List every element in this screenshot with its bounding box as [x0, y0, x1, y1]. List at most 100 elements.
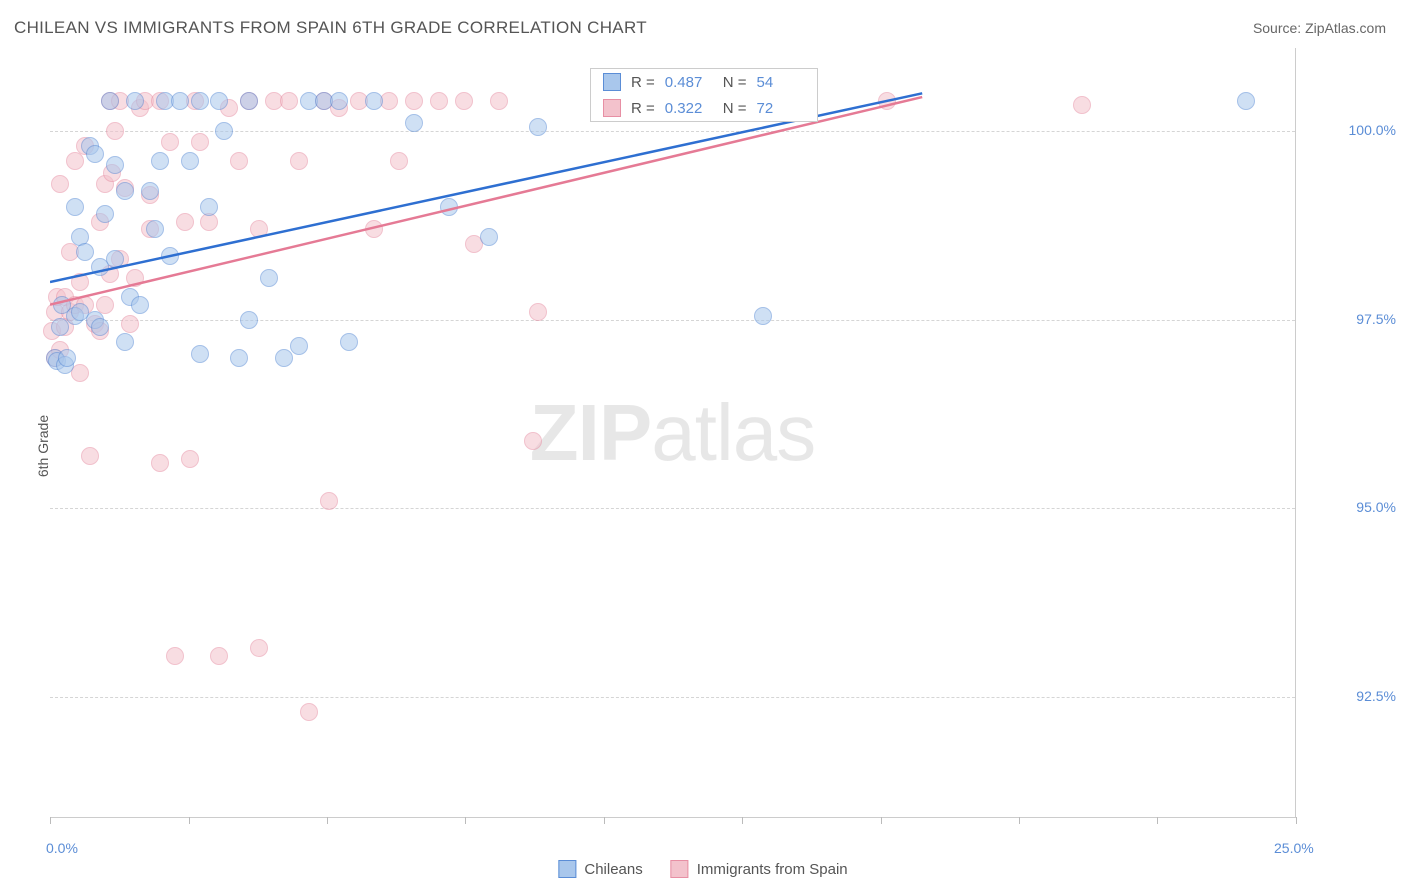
- scatter-point: [210, 92, 228, 110]
- scatter-point: [754, 307, 772, 325]
- scatter-point: [240, 311, 258, 329]
- chart-title: CHILEAN VS IMMIGRANTS FROM SPAIN 6TH GRA…: [14, 18, 647, 38]
- scatter-point: [290, 337, 308, 355]
- scatter-point: [131, 296, 149, 314]
- x-tick: [742, 817, 743, 824]
- stat-r-value: 0.487: [665, 74, 713, 91]
- watermark-light: atlas: [651, 388, 815, 477]
- x-tick: [465, 817, 466, 824]
- stats-swatch: [603, 99, 621, 117]
- scatter-point: [126, 269, 144, 287]
- y-tick-label: 100.0%: [1306, 122, 1396, 138]
- x-tick: [604, 817, 605, 824]
- scatter-point: [230, 152, 248, 170]
- source-attribution: Source: ZipAtlas.com: [1253, 20, 1386, 36]
- scatter-plot-area: ZIPatlas R =0.487N =54R =0.322N =72: [50, 48, 1296, 818]
- scatter-point: [101, 92, 119, 110]
- y-tick-label: 95.0%: [1306, 499, 1396, 515]
- scatter-point: [240, 92, 258, 110]
- gridline: [50, 697, 1295, 698]
- scatter-point: [171, 92, 189, 110]
- chart-header: CHILEAN VS IMMIGRANTS FROM SPAIN 6TH GRA…: [14, 18, 1386, 38]
- gridline: [50, 320, 1295, 321]
- scatter-point: [58, 349, 76, 367]
- scatter-point: [529, 118, 547, 136]
- x-tick-label-left: 0.0%: [46, 840, 78, 856]
- scatter-point: [176, 213, 194, 231]
- scatter-point: [430, 92, 448, 110]
- scatter-point: [215, 122, 233, 140]
- stats-row: R =0.322N =72: [591, 95, 817, 121]
- x-tick: [189, 817, 190, 824]
- scatter-point: [76, 243, 94, 261]
- scatter-point: [51, 175, 69, 193]
- y-tick-label: 92.5%: [1306, 688, 1396, 704]
- y-axis-label: 6th Grade: [35, 415, 51, 477]
- scatter-point: [275, 349, 293, 367]
- scatter-point: [260, 269, 278, 287]
- scatter-point: [166, 647, 184, 665]
- stat-r-label: R =: [631, 74, 655, 91]
- x-tick: [881, 817, 882, 824]
- gridline: [50, 508, 1295, 509]
- scatter-point: [250, 639, 268, 657]
- scatter-point: [191, 92, 209, 110]
- scatter-point: [146, 220, 164, 238]
- scatter-point: [81, 447, 99, 465]
- scatter-point: [106, 156, 124, 174]
- legend-label: Chileans: [584, 861, 642, 878]
- legend-swatch-chileans: [558, 860, 576, 878]
- x-tick: [327, 817, 328, 824]
- stat-n-value: 72: [757, 100, 805, 117]
- scatter-point: [878, 92, 896, 110]
- stat-n-label: N =: [723, 100, 747, 117]
- scatter-point: [191, 345, 209, 363]
- watermark: ZIPatlas: [530, 387, 815, 479]
- scatter-point: [151, 454, 169, 472]
- scatter-point: [106, 250, 124, 268]
- scatter-point: [440, 198, 458, 216]
- x-tick: [50, 817, 51, 824]
- stats-row: R =0.487N =54: [591, 69, 817, 95]
- scatter-point: [121, 315, 139, 333]
- stat-n-label: N =: [723, 74, 747, 91]
- scatter-point: [200, 198, 218, 216]
- gridline: [50, 131, 1295, 132]
- scatter-point: [490, 92, 508, 110]
- legend-item-chileans: Chileans: [558, 860, 642, 878]
- scatter-point: [455, 92, 473, 110]
- watermark-bold: ZIP: [530, 388, 651, 477]
- scatter-point: [320, 492, 338, 510]
- scatter-point: [126, 92, 144, 110]
- scatter-point: [151, 152, 169, 170]
- scatter-point: [250, 220, 268, 238]
- y-tick-label: 97.5%: [1306, 311, 1396, 327]
- scatter-point: [181, 152, 199, 170]
- scatter-point: [405, 92, 423, 110]
- legend: Chileans Immigrants from Spain: [558, 860, 847, 878]
- scatter-point: [71, 273, 89, 291]
- stats-box: R =0.487N =54R =0.322N =72: [590, 68, 818, 122]
- scatter-point: [91, 318, 109, 336]
- scatter-point: [51, 318, 69, 336]
- scatter-point: [300, 703, 318, 721]
- scatter-point: [480, 228, 498, 246]
- scatter-point: [210, 647, 228, 665]
- scatter-point: [66, 152, 84, 170]
- scatter-point: [161, 247, 179, 265]
- scatter-point: [390, 152, 408, 170]
- scatter-point: [340, 333, 358, 351]
- legend-label: Immigrants from Spain: [697, 861, 848, 878]
- stats-swatch: [603, 73, 621, 91]
- scatter-point: [1073, 96, 1091, 114]
- scatter-point: [66, 198, 84, 216]
- scatter-point: [365, 220, 383, 238]
- scatter-point: [116, 182, 134, 200]
- x-tick: [1019, 817, 1020, 824]
- scatter-point: [191, 133, 209, 151]
- scatter-point: [141, 182, 159, 200]
- scatter-point: [161, 133, 179, 151]
- stat-r-label: R =: [631, 100, 655, 117]
- scatter-point: [181, 450, 199, 468]
- scatter-point: [230, 349, 248, 367]
